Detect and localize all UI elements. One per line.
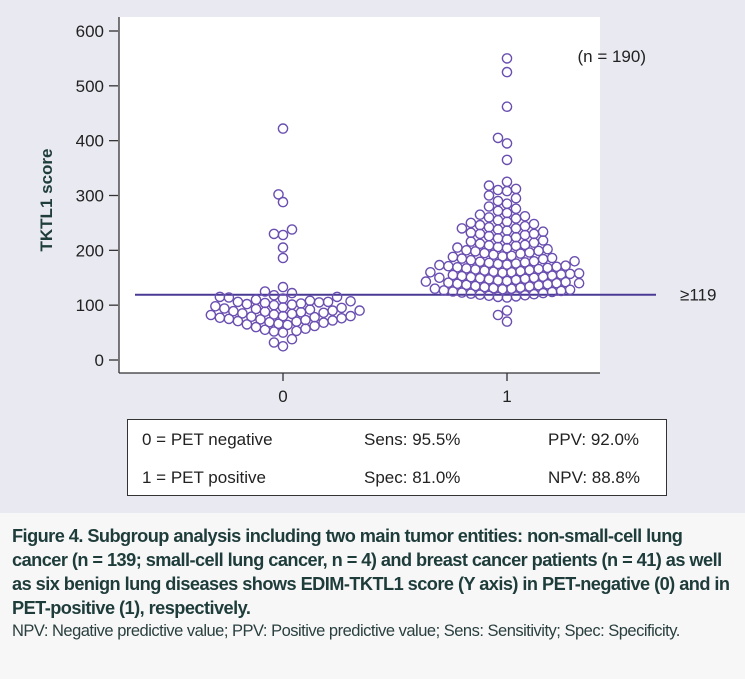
legend-group-0: 0 = PET negative [142,430,273,449]
caption-abbreviations: NPV: Negative predictive value; PPV: Pos… [12,622,680,640]
data-point-group-1 [483,180,495,191]
data-point-group-1 [474,209,486,220]
data-point-group-1 [492,195,504,207]
data-point-group-0 [277,123,289,134]
data-point-group-1 [573,268,585,279]
data-point-group-0 [354,305,365,316]
data-point-group-1 [537,226,549,237]
y-tick-label: 400 [76,132,104,151]
data-point-group-0 [331,291,343,303]
legend-box: 0 = PET negative Sens: 95.5% PPV: 92.0% … [127,419,667,496]
data-point-group-1 [546,252,558,264]
legend-group-1: 1 = PET positive [142,468,266,487]
y-tick-label: 600 [76,22,104,41]
legend-npv: NPV: 88.8% [548,468,640,487]
data-point-group-1 [510,183,522,195]
data-point-group-0 [345,310,356,322]
y-axis-title: TKTL1 score [37,149,56,252]
data-point-group-1 [425,266,436,278]
data-point-group-0 [246,311,257,323]
data-point-group-0 [345,295,356,307]
legend-specificity: Spec: 81.0% [364,468,461,487]
data-point-group-1 [510,203,522,214]
data-point-group-1 [429,283,441,295]
data-point-group-1 [528,218,540,230]
data-point-group-1 [465,227,477,239]
x-tick-label: 1 [502,387,511,406]
y-tick-label: 200 [76,241,104,260]
y-tick-label: 0 [95,351,104,370]
data-point-group-1 [501,316,513,327]
data-point-group-1 [434,272,445,284]
data-point-group-0 [259,286,271,297]
data-point-group-1 [564,284,576,296]
caption-title: Figure 4. Subgroup analysis including tw… [12,526,730,618]
data-point-group-0 [268,337,280,348]
x-tick-label: 0 [278,387,287,406]
data-point-group-1 [501,138,513,149]
data-point-group-1 [492,309,504,321]
data-point-group-1 [501,101,513,112]
data-point-group-1 [501,66,513,78]
data-point-group-0 [268,289,280,301]
legend-ppv: PPV: 92.0% [548,430,640,449]
data-point-group-0 [232,296,244,308]
data-point-group-0 [259,297,271,309]
data-point-group-0 [205,309,217,321]
data-point-group-0 [268,228,280,240]
cutoff-label: ≥119 [680,286,716,305]
data-point-group-1 [483,201,495,212]
legend-sensitivity: Sens: 95.5% [364,430,461,449]
data-point-group-0 [241,319,253,330]
data-point-group-0 [277,293,289,304]
y-tick-label: 300 [76,187,104,206]
data-point-group-0 [322,296,334,308]
data-point-group-1 [420,276,432,287]
data-point-group-1 [443,277,454,289]
data-point-group-0 [277,281,289,293]
data-point-group-1 [456,223,468,234]
data-point-group-0 [214,291,226,303]
data-point-group-1 [452,242,463,253]
data-point-group-1 [542,243,553,255]
y-axis: 0 100 200 300 400 500 600 [76,17,120,373]
figure-caption: Figure 4. Subgroup analysis including tw… [12,524,737,643]
data-point-group-1 [569,255,580,267]
data-point-group-1 [560,260,571,272]
data-point-group-0 [286,333,298,345]
y-tick-label: 500 [76,77,104,96]
data-point-group-0 [210,300,221,312]
data-point-group-0 [277,252,289,264]
data-point-group-1 [492,132,504,144]
data-point-group-1 [519,210,531,222]
data-point-group-1 [501,176,513,188]
data-point-group-1 [465,217,477,229]
data-points [205,53,585,352]
data-point-group-0 [336,302,347,314]
data-point-group-0 [304,295,316,307]
data-point-group-1 [447,269,459,281]
data-point-group-0 [277,242,289,253]
data-point-group-0 [286,224,298,235]
data-point-group-1 [501,305,513,316]
data-point-group-1 [447,251,459,263]
data-point-group-0 [277,196,289,208]
data-point-group-1 [434,259,445,271]
data-point-group-1 [501,53,513,64]
data-point-group-0 [286,287,298,299]
y-tick-label: 100 [76,296,104,315]
data-point-group-0 [309,311,320,323]
plot-area [119,17,600,373]
data-point-group-0 [250,294,262,306]
data-point-group-0 [273,189,284,200]
sample-size-annotation: (n = 190) [577,47,646,66]
data-point-group-0 [277,340,289,352]
data-point-group-1 [560,276,571,288]
data-point-group-1 [501,154,513,166]
data-point-group-1 [492,184,504,196]
